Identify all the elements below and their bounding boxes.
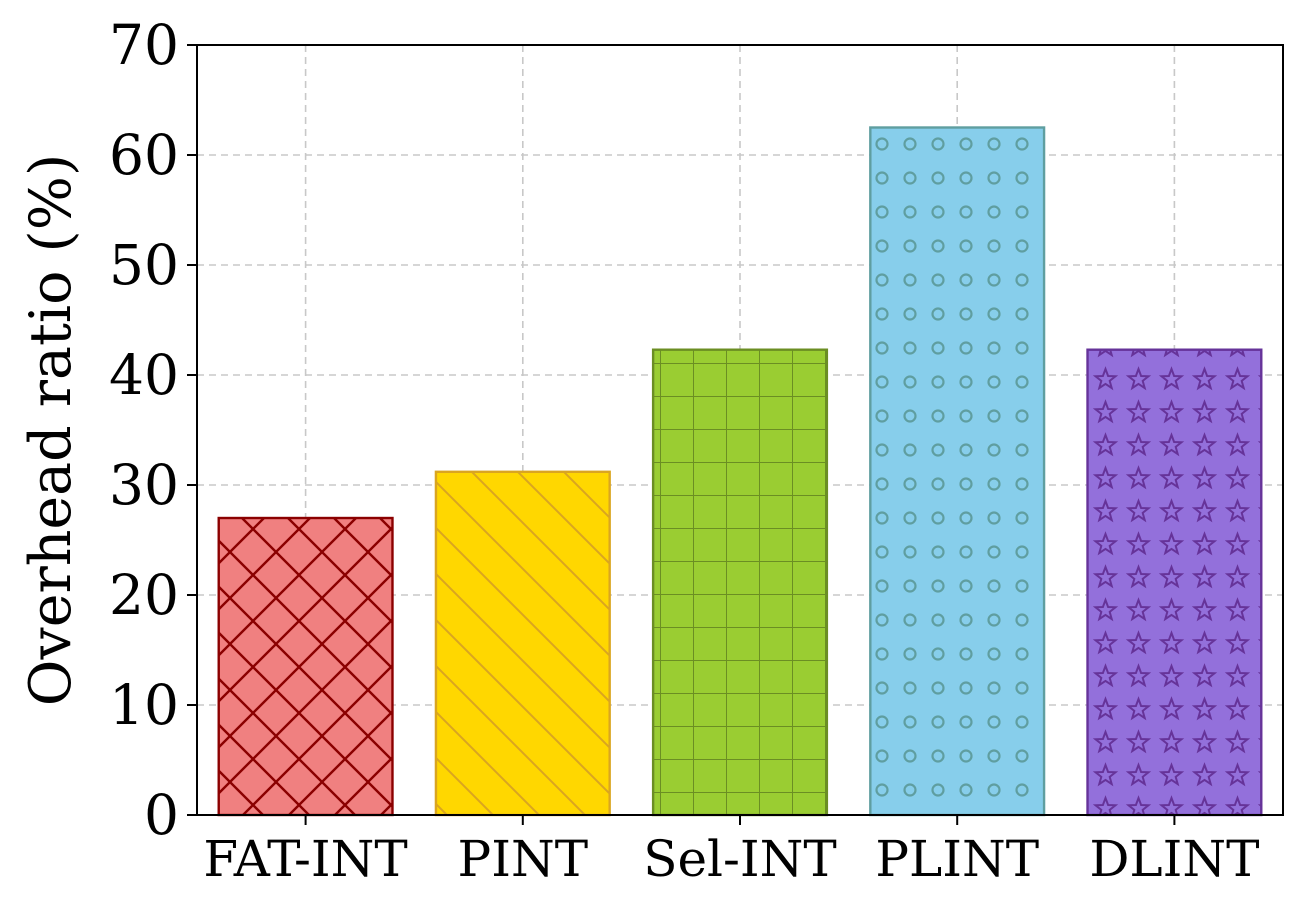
x-tick-label: PINT xyxy=(458,830,589,888)
y-tick-label: 70 xyxy=(109,13,179,77)
y-tick-label: 50 xyxy=(109,233,179,297)
x-tick-label: DLINT xyxy=(1089,830,1259,888)
bar-hatch xyxy=(1086,348,1263,817)
y-tick-label: 10 xyxy=(109,673,179,737)
y-tick-label: 30 xyxy=(109,453,179,517)
x-tick-label: PLINT xyxy=(875,830,1039,888)
x-tick-label: Sel-INT xyxy=(643,830,837,888)
y-axis-title: Overhead ratio (%) xyxy=(18,154,84,706)
x-tick-label: FAT-INT xyxy=(203,830,407,888)
bar-hatch xyxy=(651,348,829,817)
y-tick-label: 40 xyxy=(109,343,179,407)
axes xyxy=(187,44,1284,825)
bar-hatch xyxy=(869,126,1046,817)
y-tick-label: 60 xyxy=(109,123,179,187)
y-tick-label: 20 xyxy=(109,563,179,627)
y-tick-label: 0 xyxy=(144,783,179,847)
bar-hatch xyxy=(217,516,394,817)
bars xyxy=(217,126,1263,817)
labels: 0 10 20 30 40 50 60 70 FAT-INT PINT Sel-INT PLINT DL… xyxy=(109,13,1259,888)
bar-hatch xyxy=(434,470,611,817)
